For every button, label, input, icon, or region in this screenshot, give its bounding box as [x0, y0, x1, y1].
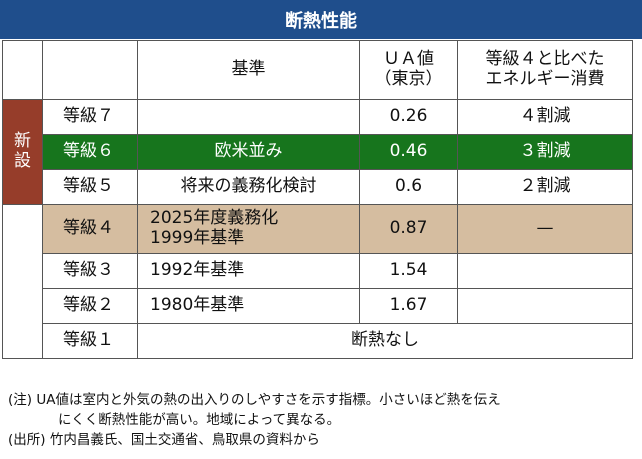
ua-cell: 1.54 [359, 253, 458, 289]
note-line2: にくく断熱性能が高い。地域によって異なる。 [58, 412, 341, 428]
insulation-table: 基準 ＵＡ値 （東京） 等級４と比べた エネルギー消費 新 設 等級７ 0.26… [2, 40, 633, 359]
header-basis: 基準 [137, 40, 360, 100]
compare-cell [457, 288, 633, 324]
table-row-grade3: 等級３ 1992年基準 1.54 [3, 253, 633, 289]
footnotes: (注) UA値は室内と外気の熱の出入りのしやすさを示す指標。小さいほど熱を伝え … [8, 390, 636, 450]
header-ua: ＵＡ値 （東京） [359, 40, 458, 100]
compare-cell: ４割減 [457, 99, 633, 135]
basis-cell [137, 99, 360, 135]
source-line: (出所) 竹内昌義氏、国土交通省、鳥取県の資料から [8, 432, 320, 448]
table-title: 断熱性能 [0, 0, 642, 39]
new-label-char1: 新 [14, 131, 31, 152]
ua-cell: 1.67 [359, 288, 458, 324]
header-compare-line1: 等級４と比べた [485, 49, 605, 70]
compare-cell: ３割減 [457, 134, 633, 170]
table-row-grade1: 等級１ 断熱なし [3, 323, 633, 359]
new-label-char2: 設 [14, 151, 31, 171]
basis-cell: 欧米並み [137, 134, 360, 170]
compare-cell [457, 253, 633, 289]
note-line1: (注) UA値は室内と外気の熱の出入りのしやすさを示す指標。小さいほど熱を伝え [8, 392, 501, 408]
table-row-grade5: 等級５ 将来の義務化検討 0.6 ２割減 [3, 169, 633, 205]
header-compare: 等級４と比べた エネルギー消費 [457, 40, 633, 100]
ua-cell: 0.46 [359, 134, 458, 170]
ua-cell: 0.87 [359, 204, 458, 254]
ua-cell: 0.26 [359, 99, 458, 135]
basis-cell: 将来の義務化検討 [137, 169, 360, 205]
header-ua-line2: （東京） [374, 69, 443, 89]
header-compare-line2: エネルギー消費 [485, 69, 605, 89]
header-row: 基準 ＵＡ値 （東京） 等級４と比べた エネルギー消費 [2, 40, 633, 100]
side-blank-cell [2, 204, 43, 359]
header-corner-grade [42, 40, 138, 100]
table-row-grade6: 等級６ 欧米並み 0.46 ３割減 [3, 134, 633, 170]
grade-cell: 等級１ [42, 323, 138, 359]
table-row-grade4: 等級４ 2025年度義務化 1999年基準 0.87 — [2, 204, 633, 359]
new-category-label: 新 設 [2, 99, 43, 205]
grade-cell: 等級６ [42, 134, 138, 170]
basis-line1: 2025年度義務化 [150, 208, 279, 229]
header-ua-line1: ＵＡ値 [383, 49, 434, 70]
grade-cell: 等級７ [42, 99, 138, 135]
compare-cell: — [457, 204, 633, 254]
compare-cell: ２割減 [457, 169, 633, 205]
basis-cell-merged: 断熱なし [137, 323, 633, 359]
ua-cell: 0.6 [359, 169, 458, 205]
header-corner-side [2, 40, 43, 100]
table-row-grade2: 等級２ 1980年基準 1.67 [3, 288, 633, 324]
grade-cell: 等級４ [42, 204, 138, 254]
grade-cell: 等級５ [42, 169, 138, 205]
grade-cell: 等級２ [42, 288, 138, 324]
basis-cell: 1980年基準 [137, 288, 360, 324]
table-row-grade7: 新 設 等級７ 0.26 ４割減 [2, 99, 633, 205]
basis-line2: 1999年基準 [150, 228, 245, 248]
grade-cell: 等級３ [42, 253, 138, 289]
basis-cell: 2025年度義務化 1999年基準 [137, 204, 360, 254]
basis-cell: 1992年基準 [137, 253, 360, 289]
